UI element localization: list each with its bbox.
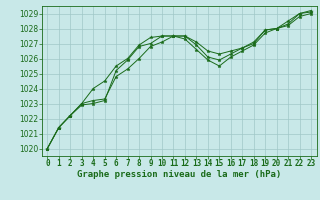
X-axis label: Graphe pression niveau de la mer (hPa): Graphe pression niveau de la mer (hPa) [77,170,281,179]
